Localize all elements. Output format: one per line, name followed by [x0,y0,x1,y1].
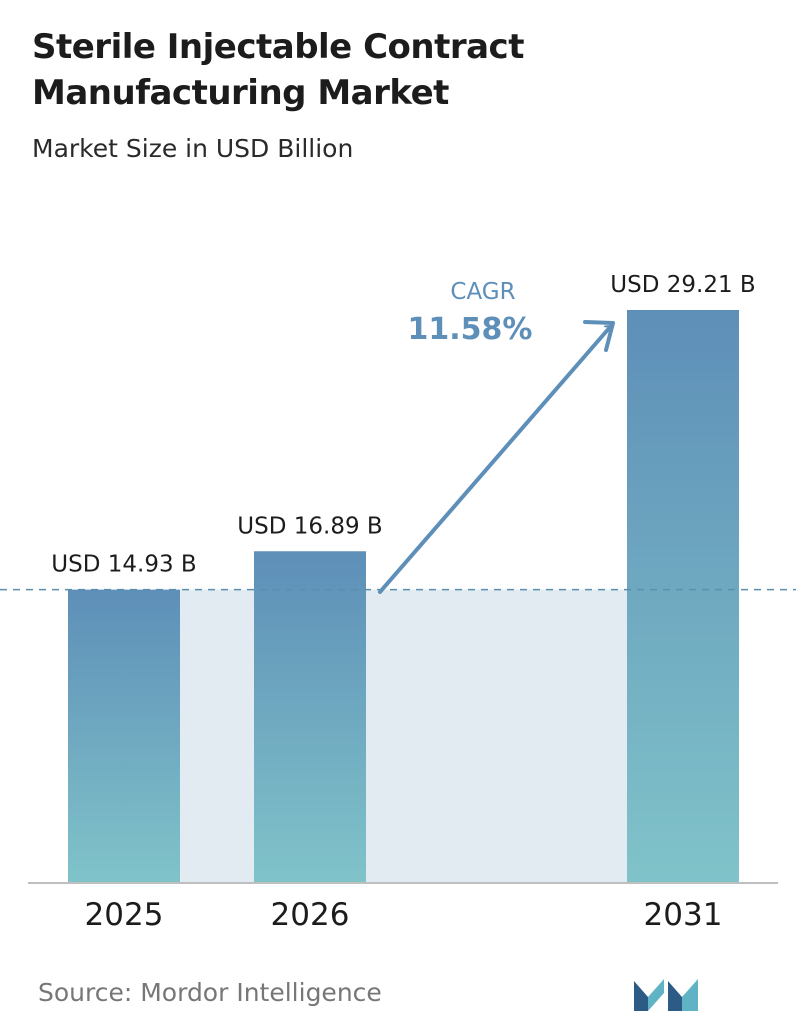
chart-subtitle: Market Size in USD Billion [32,134,354,163]
bar-2026 [254,551,366,882]
value-label-2025: USD 14.93 B [51,552,196,578]
x-tick-label-2025: 2025 [85,897,164,933]
source-note: Source: Mordor Intelligence [38,978,382,1007]
cagr-value: 11.58% [408,312,533,347]
cagr-arrow [378,324,613,594]
value-label-2026: USD 16.89 B [237,513,382,539]
value-label-2031: USD 29.21 B [610,272,755,298]
x-tick-label-2026: 2026 [271,897,350,933]
cagr-arrow-head [583,320,615,352]
mordor-logo-icon [634,979,698,1011]
x-tick-label-2031: 2031 [644,897,723,933]
bar-2031 [627,310,739,882]
chart-title: Sterile Injectable Contract Manufacturin… [32,27,524,113]
bar-2025 [68,589,180,882]
cagr-label: CAGR [450,279,515,305]
